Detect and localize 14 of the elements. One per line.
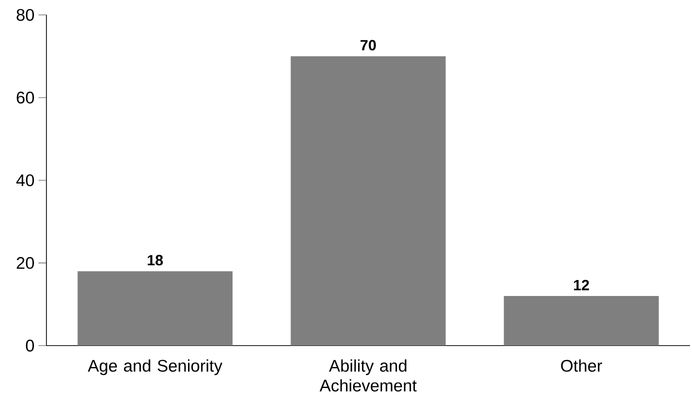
y-tick-label: 20: [16, 256, 34, 269]
data-label: 18: [148, 254, 163, 266]
bar: [504, 296, 659, 346]
bar: [78, 271, 233, 346]
y-tick-label: 0: [26, 340, 34, 352]
y-tick-label: 60: [16, 92, 34, 104]
x-tick-label: Ability and Achievement: [320, 359, 417, 392]
bar: [290, 56, 446, 346]
x-tick-label: Age and Seniority: [88, 359, 222, 375]
x-tick-label: Other: [561, 359, 602, 372]
data-label: 70: [360, 40, 376, 50]
data-label: 12: [574, 280, 589, 290]
y-tick-label: 40: [16, 174, 34, 186]
y-tick-label: 80: [16, 8, 34, 21]
